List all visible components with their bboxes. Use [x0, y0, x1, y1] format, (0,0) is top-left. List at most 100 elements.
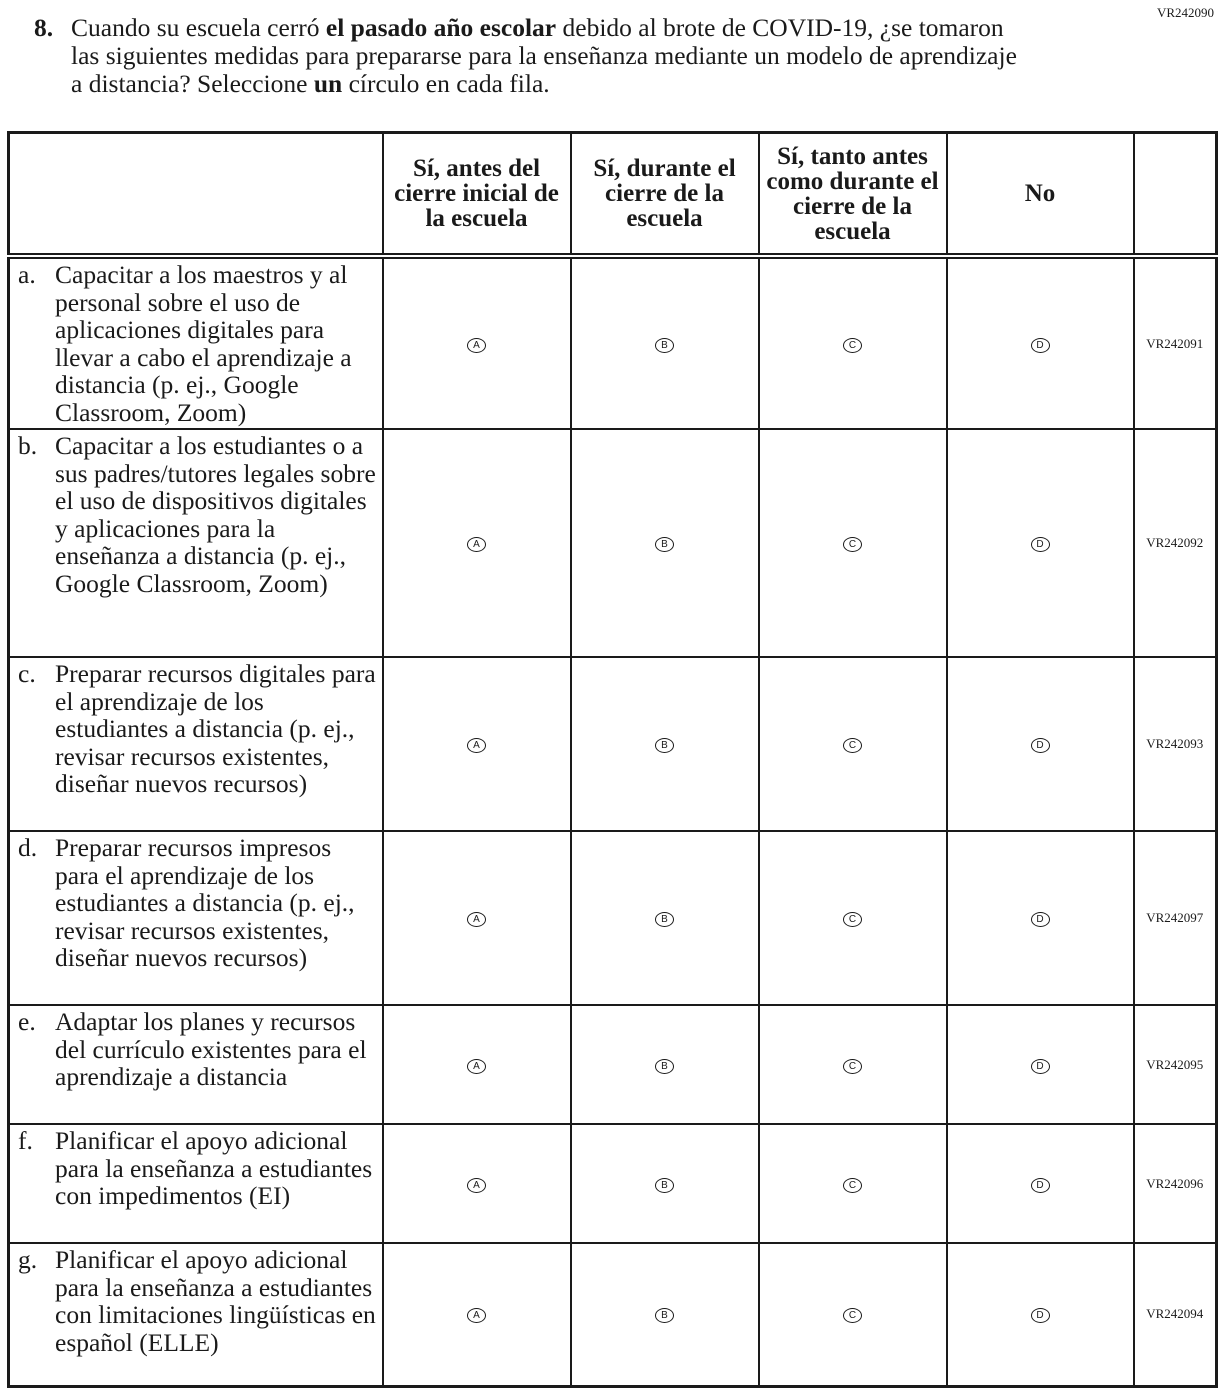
response-bubble[interactable]: A	[467, 1058, 486, 1074]
header-before: Sí, antes del cierre inicial de la escue…	[381, 131, 572, 257]
row-label: a. Capacitar a los maestros y al personal…	[7, 255, 384, 430]
option-cell: D	[945, 428, 1135, 658]
option-cell: C	[757, 1004, 948, 1125]
response-bubble[interactable]: D	[1030, 1177, 1050, 1193]
response-bubble[interactable]: C	[843, 912, 862, 927]
option-cell: A	[381, 1242, 572, 1387]
question-emphasis: el pasado año escolar	[325, 13, 557, 42]
response-bubble[interactable]: C	[843, 537, 862, 552]
table-row: a. Capacitar a los maestros y al personal…	[7, 255, 1218, 430]
header-both: Sí, tanto antes como durante el cierre d…	[757, 131, 948, 257]
row-label: g. Planificar el apoyo adicional para la …	[7, 1242, 384, 1387]
question-text-part: debido al brote de COVID-19, ¿se tomaron…	[71, 13, 1017, 98]
row-text: Preparar recursos impresos para el apren…	[55, 833, 355, 972]
response-bubble[interactable]: A	[467, 1308, 486, 1324]
header-no: No	[945, 131, 1135, 257]
table-row: c. Preparar recursos digitales para el ap…	[7, 656, 1218, 832]
response-bubble[interactable]: B	[655, 1058, 674, 1074]
option-cell: B	[569, 1123, 760, 1244]
row-letter: e.	[18, 1007, 36, 1036]
response-bubble[interactable]: D	[1030, 1058, 1050, 1074]
row-text: Preparar recursos digitales para el apre…	[55, 659, 376, 798]
row-letter: f.	[18, 1126, 33, 1155]
row-text: Adaptar los planes y recursos del curríc…	[55, 1007, 367, 1091]
row-item-code: VR242093	[1132, 656, 1218, 832]
row-letter: b.	[18, 431, 38, 460]
header-code-blank	[1132, 131, 1218, 257]
response-bubble[interactable]: D	[1030, 912, 1050, 927]
option-cell: A	[381, 830, 572, 1006]
response-bubble[interactable]: C	[843, 738, 862, 753]
option-cell: B	[569, 1004, 760, 1125]
question-number: 8.	[34, 13, 54, 42]
option-cell: A	[381, 656, 572, 832]
option-cell: B	[569, 428, 760, 658]
response-bubble[interactable]: B	[655, 738, 674, 753]
row-label: d. Preparar recursos impresos para el apr…	[7, 830, 384, 1006]
option-cell: D	[945, 656, 1135, 832]
row-label: b. Capacitar a los estudiantes o a sus pa…	[7, 428, 384, 658]
header-during: Sí, durante el cierre de la escuela	[569, 131, 760, 257]
table-row: b. Capacitar a los estudiantes o a sus pa…	[7, 428, 1218, 658]
option-cell: C	[757, 656, 948, 832]
row-label: e. Adaptar los planes y recursos del curr…	[7, 1004, 384, 1125]
response-bubble[interactable]: A	[467, 912, 486, 927]
header-blank	[7, 131, 384, 257]
question-text: Cuando su escuela cerró el pasado año es…	[71, 14, 1024, 98]
response-bubble[interactable]: A	[467, 738, 486, 753]
response-grid: Sí, antes del cierre inicial de la escue…	[7, 131, 1218, 1388]
response-bubble[interactable]: B	[655, 912, 674, 927]
response-bubble[interactable]: C	[843, 1058, 862, 1074]
option-cell: C	[757, 830, 948, 1006]
option-cell: C	[757, 1123, 948, 1244]
row-item-code: VR242096	[1132, 1123, 1218, 1244]
response-bubble[interactable]: B	[655, 1308, 674, 1324]
row-label: f. Planificar el apoyo adicional para la …	[7, 1123, 384, 1244]
row-item-code: VR242092	[1132, 428, 1218, 658]
option-cell: A	[381, 1123, 572, 1244]
row-item-code: VR242094	[1132, 1242, 1218, 1387]
question-prompt: 8. Cuando su escuela cerró el pasado año…	[34, 14, 1024, 98]
table-row: g. Planificar el apoyo adicional para la …	[7, 1242, 1218, 1387]
option-cell: D	[945, 1242, 1135, 1387]
response-bubble[interactable]: A	[467, 337, 486, 353]
option-cell: A	[381, 255, 572, 430]
option-cell: B	[569, 830, 760, 1006]
row-item-code: VR242095	[1132, 1004, 1218, 1125]
row-letter: a.	[18, 260, 36, 289]
response-bubble[interactable]: B	[655, 1177, 674, 1193]
row-label: c. Preparar recursos digitales para el ap…	[7, 656, 384, 832]
header-row: Sí, antes del cierre inicial de la escue…	[7, 131, 1218, 257]
row-item-code: VR242097	[1132, 830, 1218, 1006]
option-cell: D	[945, 255, 1135, 430]
option-cell: D	[945, 1004, 1135, 1125]
row-text: Capacitar a los estudiantes o a sus padr…	[55, 431, 376, 598]
row-text: Planificar el apoyo adicional para la en…	[55, 1245, 376, 1357]
response-bubble[interactable]: C	[843, 1308, 862, 1324]
option-cell: C	[757, 1242, 948, 1387]
option-cell: D	[945, 1123, 1135, 1244]
option-cell: B	[569, 1242, 760, 1387]
option-cell: A	[381, 1004, 572, 1125]
response-bubble[interactable]: D	[1030, 537, 1050, 552]
response-bubble[interactable]: A	[467, 537, 486, 552]
response-bubble[interactable]: B	[655, 337, 674, 353]
response-bubble[interactable]: B	[655, 537, 674, 552]
table-row: e. Adaptar los planes y recursos del curr…	[7, 1004, 1218, 1125]
option-cell: B	[569, 255, 760, 430]
response-bubble[interactable]: A	[467, 1177, 486, 1193]
table-row: d. Preparar recursos impresos para el apr…	[7, 830, 1218, 1006]
response-bubble[interactable]: D	[1030, 738, 1050, 753]
question-emphasis: un	[313, 69, 343, 98]
table-row: f. Planificar el apoyo adicional para la …	[7, 1123, 1218, 1244]
response-bubble[interactable]: D	[1030, 337, 1050, 353]
row-letter: d.	[18, 833, 38, 862]
row-letter: c.	[18, 659, 36, 688]
response-bubble[interactable]: C	[843, 337, 862, 353]
row-letter: g.	[18, 1245, 38, 1274]
response-bubble[interactable]: D	[1030, 1308, 1050, 1324]
option-cell: D	[945, 830, 1135, 1006]
response-bubble[interactable]: C	[843, 1177, 862, 1193]
question-item-code: VR242090	[1156, 5, 1214, 20]
option-cell: C	[757, 255, 948, 430]
